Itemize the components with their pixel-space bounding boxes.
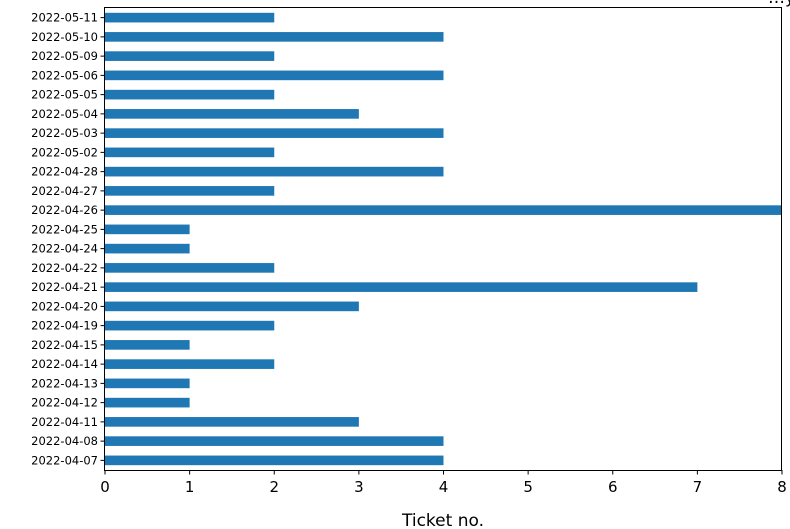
bars-group: [105, 12, 782, 466]
bar: [105, 340, 190, 350]
bar: [105, 147, 275, 158]
bar: [105, 12, 275, 23]
bar: [105, 89, 275, 100]
y-tick-label: 2022-04-11: [31, 415, 98, 429]
y-tick-label: 2022-05-11: [31, 11, 98, 25]
bar: [105, 417, 359, 427]
x-axis-ticks: 0 1 2 3 4 5 6 7 8: [100, 470, 787, 496]
bar: [105, 224, 190, 235]
y-tick-label: 2022-04-13: [31, 376, 98, 390]
bar: [105, 436, 444, 446]
bar: [105, 301, 359, 312]
x-tick-label: 1: [185, 478, 195, 496]
y-axis-ticks: 2022-04-07 2022-04-08 2022-04-11 2022-04-12…: [31, 11, 105, 467]
bar: [105, 378, 190, 389]
bar: [105, 32, 444, 42]
y-tick-label: 2022-04-14: [31, 357, 98, 371]
y-tick-label: 2022-04-21: [31, 280, 98, 294]
y-tick-label: 2022-04-15: [31, 338, 98, 352]
y-tick-label: 2022-04-20: [31, 299, 98, 313]
bar: [105, 51, 275, 61]
y-tick-label: 2022-05-06: [31, 68, 98, 82]
bar: [105, 359, 275, 369]
bar: [105, 282, 698, 292]
y-tick-label: 2022-04-19: [31, 319, 98, 333]
y-tick-label: 2022-04-22: [31, 261, 98, 275]
y-tick-label: 2022-04-24: [31, 242, 98, 256]
y-tick-label: 2022-04-25: [31, 222, 98, 236]
bar: [105, 320, 275, 331]
bar: [105, 70, 444, 81]
x-tick-label: 6: [608, 478, 618, 496]
plot-frame: [104, 7, 782, 471]
y-tick-label: 2022-05-09: [31, 49, 98, 63]
bar: [105, 205, 782, 215]
y-tick-label: 2022-04-27: [31, 184, 98, 198]
chart-title: …y: [768, 0, 790, 8]
bar: [105, 186, 275, 196]
x-axis-label: Ticket no.: [401, 511, 484, 529]
x-tick-label: 3: [354, 478, 364, 496]
y-tick-label: 2022-05-02: [31, 145, 98, 159]
bar: [105, 109, 359, 119]
bar: [105, 243, 190, 254]
x-tick-label: 2: [269, 478, 279, 496]
x-tick-label: 5: [523, 478, 533, 496]
y-tick-label: 2022-04-08: [31, 434, 98, 448]
y-tick-label: 2022-04-12: [31, 396, 98, 410]
x-tick-label: 8: [777, 478, 787, 496]
y-tick-label: 2022-04-07: [31, 453, 98, 467]
y-tick-label: 2022-04-28: [31, 165, 98, 179]
y-tick-label: 2022-05-10: [31, 30, 98, 44]
bar: [105, 166, 444, 177]
y-tick-label: 2022-04-26: [31, 203, 98, 217]
x-tick-label: 0: [100, 478, 110, 496]
x-tick-label: 4: [439, 478, 449, 496]
x-tick-label: 7: [693, 478, 703, 496]
bar: [105, 397, 190, 408]
y-tick-label: 2022-05-04: [31, 107, 98, 121]
y-tick-label: 2022-05-05: [31, 88, 98, 102]
bar: [105, 263, 275, 273]
bar: [105, 128, 444, 138]
y-tick-label: 2022-05-03: [31, 126, 98, 140]
bar: [105, 455, 444, 466]
